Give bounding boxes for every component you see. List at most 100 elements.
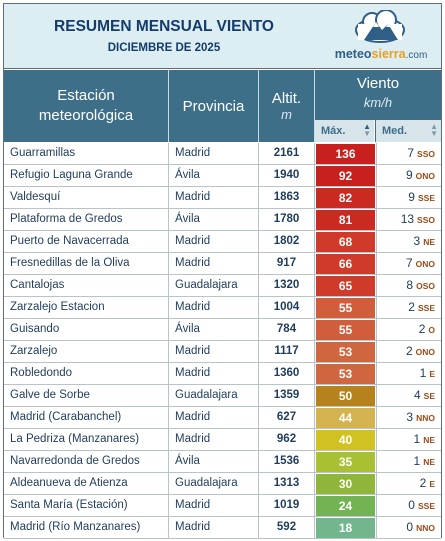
table-row: Fresnedillas de la Oliva Madrid 917 66 7 ONO <box>4 253 441 275</box>
station-name: Aldeanueva de Atienza <box>4 473 169 494</box>
province-cell: Madrid <box>169 517 259 538</box>
station-name: Madrid (Carabanchel) <box>4 407 169 428</box>
province-cell: Madrid <box>169 363 259 384</box>
mean-wind-cell: 1 NE <box>376 451 441 472</box>
wind-direction: O <box>428 325 435 335</box>
table-body: Guarramillas Madrid 2161 136 7 SSO Refugio Lag… <box>4 143 441 539</box>
station-name: La Pedriza (Manzanares) <box>4 429 169 450</box>
altitude-cell: 1313 <box>259 473 315 494</box>
mean-wind-cell: 0 SSE <box>376 495 441 516</box>
table-row: Navarredonda de Gredos Ávila 1536 35 1 NE <box>4 451 441 473</box>
mean-wind-cell: 13 SSO <box>376 209 441 230</box>
wind-direction: ONO <box>415 171 435 181</box>
max-wind-cell: 50 <box>316 386 375 406</box>
station-name: Guarramillas <box>4 143 169 164</box>
table-row: Madrid (Río Manzanares) Madrid 592 18 0 NNO <box>4 517 441 539</box>
altitude-cell: 1019 <box>259 495 315 516</box>
table-row: Zarzalejo Madrid 1117 53 2 ONO <box>4 341 441 363</box>
station-name: Madrid (Río Manzanares) <box>4 517 169 538</box>
province-cell: Ávila <box>169 319 259 340</box>
report-header: RESUMEN MENSUAL VIENTO DICIEMBRE DE 2025… <box>4 4 441 69</box>
province-cell: Guadalajara <box>169 275 259 296</box>
max-wind-cell: 35 <box>316 452 375 472</box>
table-row: Aldeanueva de Atienza Guadalajara 1313 30 2 E <box>4 473 441 495</box>
station-name: Zarzalejo <box>4 341 169 362</box>
wind-direction: SSO <box>417 215 435 225</box>
station-name: Robledondo <box>4 363 169 384</box>
province-cell: Madrid <box>169 341 259 362</box>
sort-header-med[interactable]: Med. ▲ ▼ <box>376 120 441 142</box>
province-cell: Ávila <box>169 209 259 230</box>
max-wind-cell: 55 <box>316 320 375 340</box>
table-row: Refugio Laguna Grande Ávila 1940 92 9 ONO <box>4 165 441 187</box>
altitude-cell: 784 <box>259 319 315 340</box>
mean-wind-cell: 2 SSE <box>376 297 441 318</box>
altitude-cell: 627 <box>259 407 315 428</box>
wind-direction: SSE <box>417 193 435 203</box>
province-cell: Madrid <box>169 253 259 274</box>
mean-wind-cell: 0 NNO <box>376 517 441 538</box>
station-name: Cantalojas <box>4 275 169 296</box>
province-cell: Madrid <box>169 231 259 252</box>
altitude-cell: 1359 <box>259 385 315 406</box>
table-row: Madrid (Carabanchel) Madrid 627 44 3 NNO <box>4 407 441 429</box>
wind-direction: NNO <box>416 523 435 533</box>
max-wind-cell: 66 <box>316 254 375 274</box>
station-name: Navarredonda de Gredos <box>4 451 169 472</box>
province-cell: Ávila <box>169 165 259 186</box>
wind-direction: E <box>429 479 435 489</box>
station-name: Plataforma de Gredos <box>4 209 169 230</box>
column-header-wind: Viento km/h Máx. ▲ ▼ Med. ▲ ▼ <box>315 70 441 142</box>
wind-direction: SSE <box>417 501 435 511</box>
mean-wind-cell: 9 SSE <box>376 187 441 208</box>
mean-wind-cell: 7 SSO <box>376 143 441 164</box>
table-row: Cantalojas Guadalajara 1320 65 8 OSO <box>4 275 441 297</box>
altitude-cell: 1863 <box>259 187 315 208</box>
wind-direction: SSE <box>417 303 435 313</box>
max-wind-cell: 81 <box>316 210 375 230</box>
column-header-province[interactable]: Provincia <box>169 70 259 142</box>
wind-direction: NNO <box>416 413 435 423</box>
meteosierra-logo-text: meteosierra.com <box>334 47 428 61</box>
altitude-cell: 1360 <box>259 363 315 384</box>
province-cell: Guadalajara <box>169 385 259 406</box>
wind-direction: ONO <box>415 259 435 269</box>
table-header: Estación meteorológica Provincia Altit. m… <box>4 70 441 142</box>
sort-header-max[interactable]: Máx. ▲ ▼ <box>315 120 375 142</box>
province-cell: Madrid <box>169 143 259 164</box>
column-header-station[interactable]: Estación meteorológica <box>4 70 169 142</box>
mean-wind-cell: 8 OSO <box>376 275 441 296</box>
max-wind-cell: 136 <box>316 144 375 164</box>
province-cell: Madrid <box>169 407 259 428</box>
wind-direction: ONO <box>415 347 435 357</box>
altitude-cell: 962 <box>259 429 315 450</box>
max-wind-cell: 92 <box>316 166 375 186</box>
mean-wind-cell: 3 NNO <box>376 407 441 428</box>
station-name: Fresnedillas de la Oliva <box>4 253 169 274</box>
station-name: Galve de Sorbe <box>4 385 169 406</box>
column-header-altitude[interactable]: Altit. m <box>259 70 315 142</box>
station-name: Puerto de Navacerrada <box>4 231 169 252</box>
province-cell: Madrid <box>169 429 259 450</box>
max-wind-cell: 30 <box>316 474 375 494</box>
report-title: RESUMEN MENSUAL VIENTO <box>54 18 274 35</box>
mean-wind-cell: 4 SE <box>376 385 441 406</box>
station-name: Zarzalejo Estacion <box>4 297 169 318</box>
table-row: La Pedriza (Manzanares) Madrid 962 40 1 NE <box>4 429 441 451</box>
sort-arrows-icon: ▲ ▼ <box>430 122 438 138</box>
station-name: Refugio Laguna Grande <box>4 165 169 186</box>
altitude-cell: 1536 <box>259 451 315 472</box>
altitude-cell: 1320 <box>259 275 315 296</box>
altitude-cell: 1117 <box>259 341 315 362</box>
wind-direction: NE <box>423 435 435 445</box>
altitude-cell: 1004 <box>259 297 315 318</box>
meteosierra-logo-icon <box>355 10 405 43</box>
station-name: Valdesquí <box>4 187 169 208</box>
mean-wind-cell: 9 ONO <box>376 165 441 186</box>
table-row: Guarramillas Madrid 2161 136 7 SSO <box>4 143 441 165</box>
table-row: Galve de Sorbe Guadalajara 1359 50 4 SE <box>4 385 441 407</box>
altitude-cell: 2161 <box>259 143 315 164</box>
